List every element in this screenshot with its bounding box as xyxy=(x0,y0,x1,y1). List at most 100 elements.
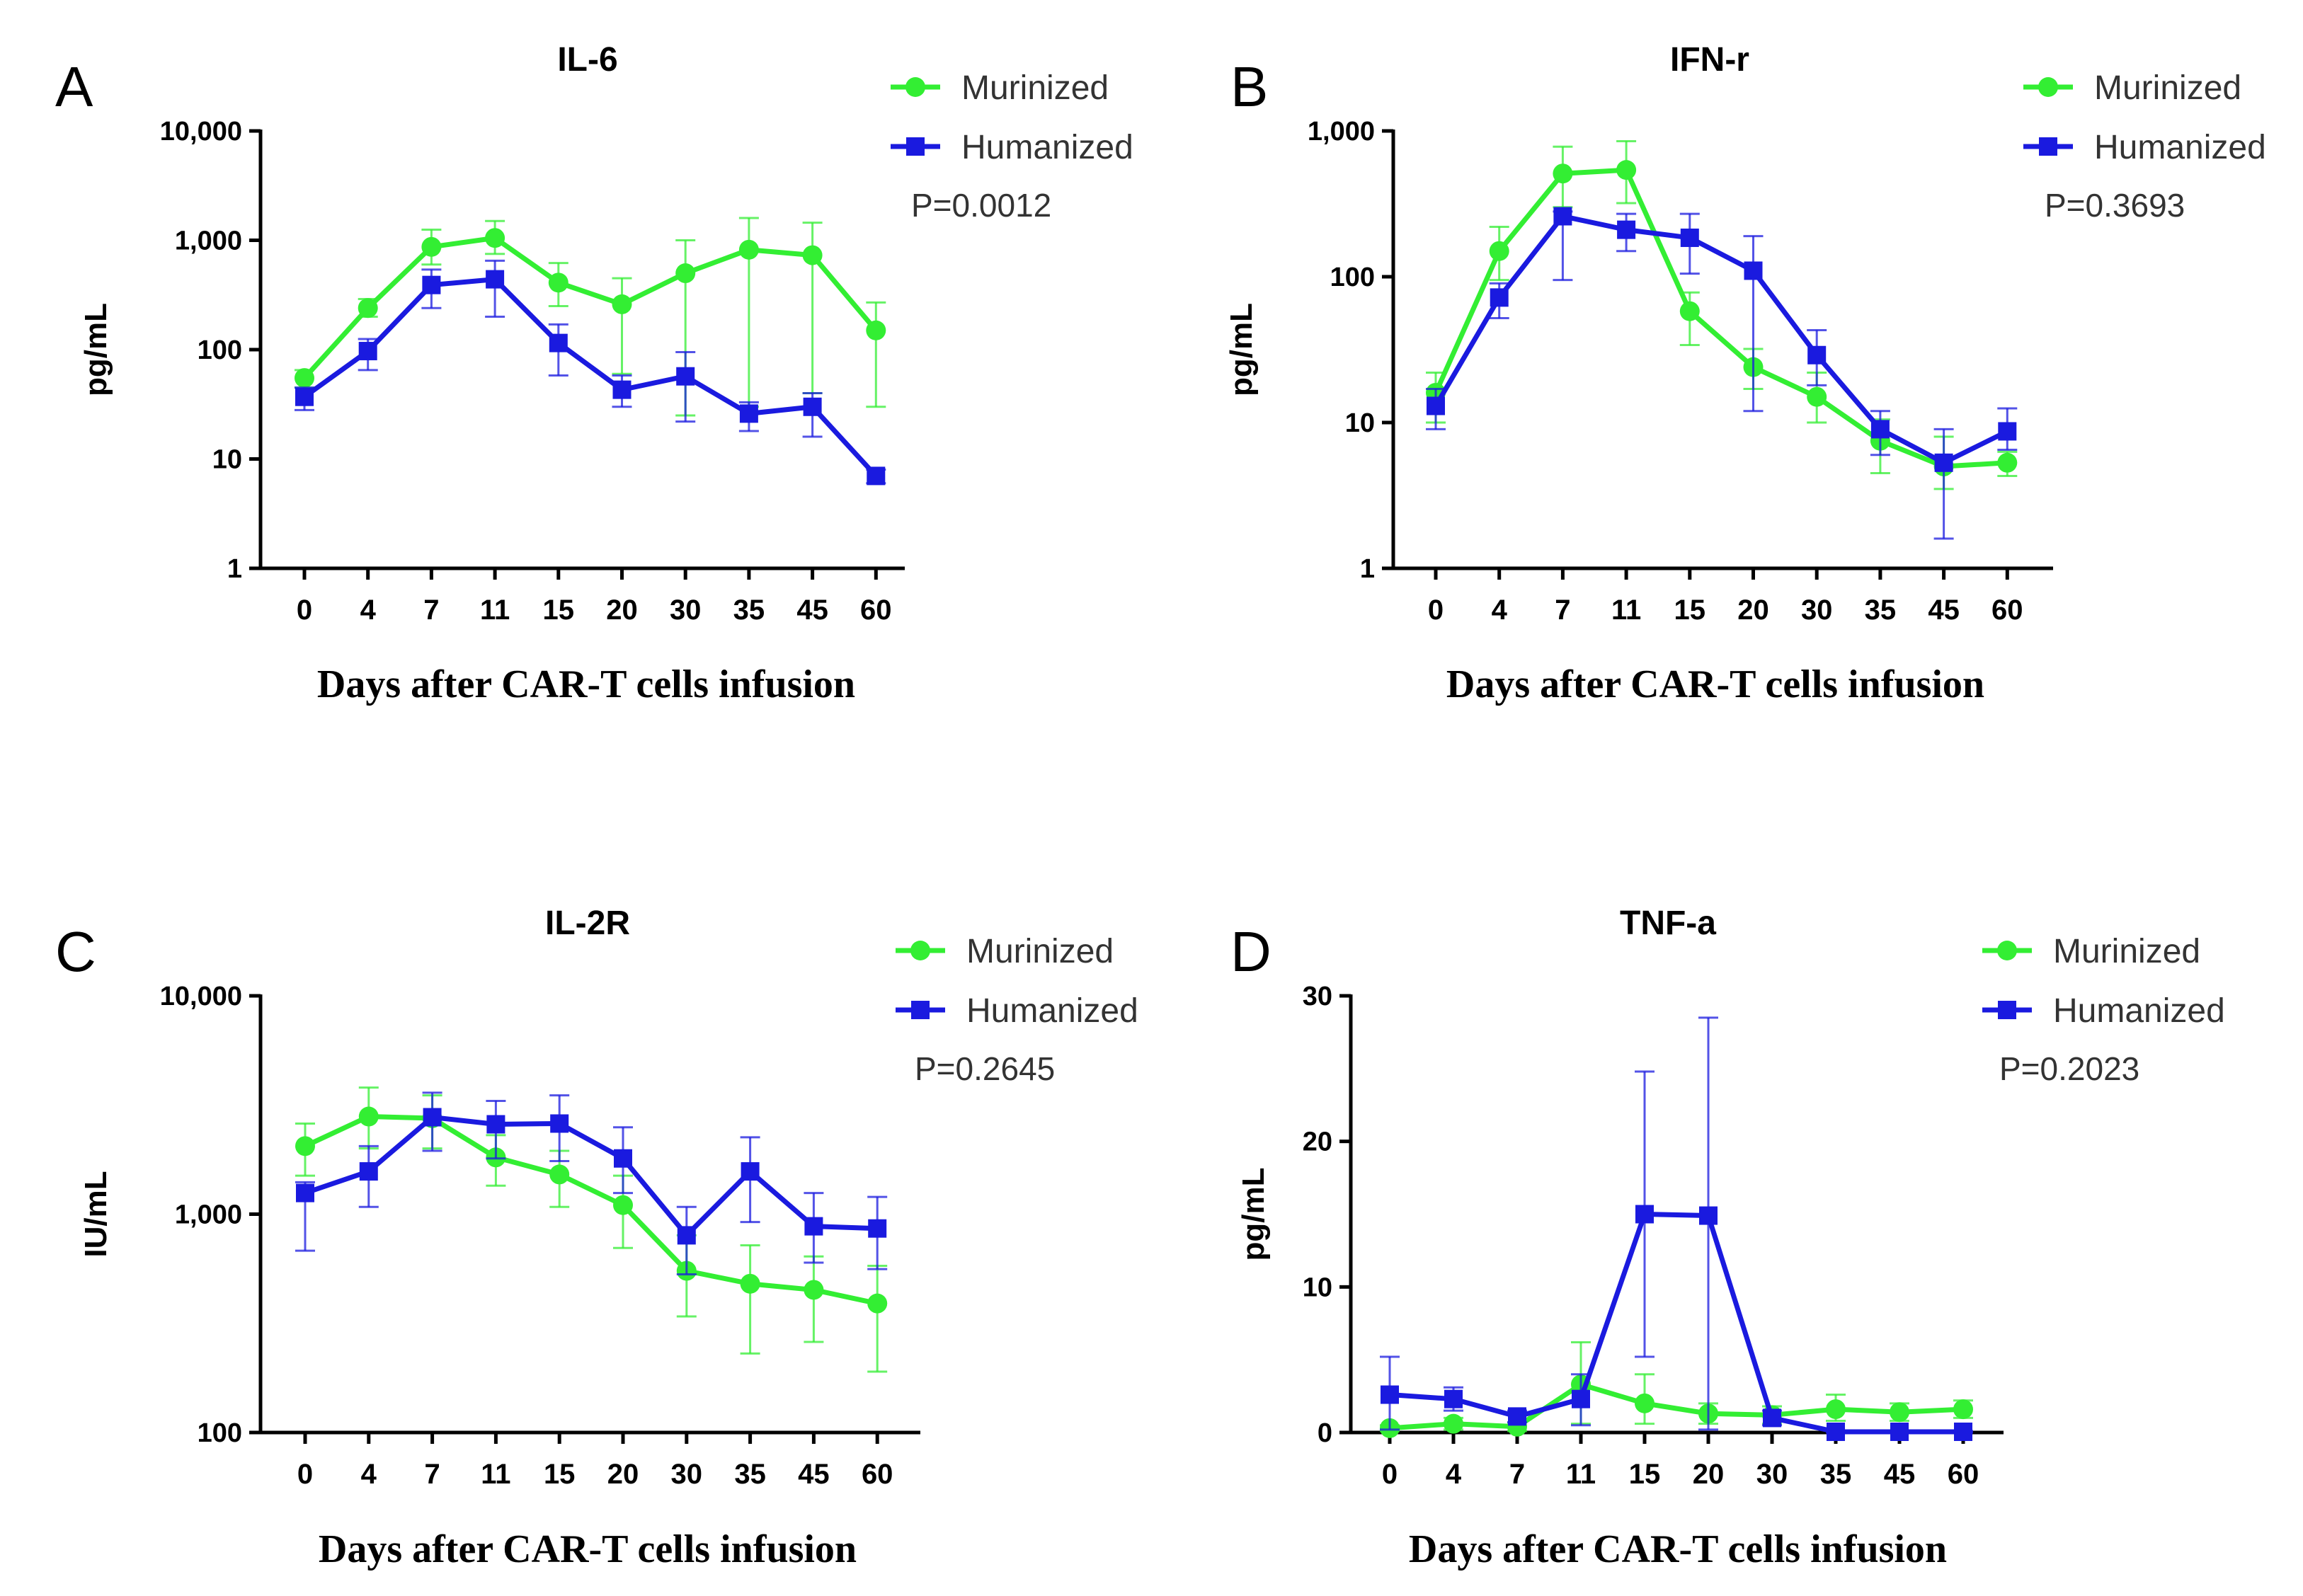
data-point xyxy=(1635,1393,1655,1413)
data-point xyxy=(1826,1399,1846,1420)
chart-title: TNF-a xyxy=(1620,905,1716,942)
data-point xyxy=(548,272,568,293)
legend-label: Humanized xyxy=(2094,129,2266,166)
x-tick-label: 45 xyxy=(798,1459,830,1490)
chart-title: IL-6 xyxy=(557,41,617,79)
data-point xyxy=(1953,1399,1973,1420)
y-axis-label: pg/mL xyxy=(79,303,113,396)
panel-d: D TNF-a 0 10 20 30 0 4 7 11 15 20 30 35 45 60 pg/mL Days … xyxy=(1230,905,2225,1571)
x-tick-label: 7 xyxy=(423,595,439,626)
y-tick-label: 20 xyxy=(1303,1127,1332,1157)
y-axis-label: pg/mL xyxy=(1224,303,1259,396)
chart-title: IFN-r xyxy=(1670,41,1749,79)
x-tick-label: 35 xyxy=(1820,1459,1852,1490)
data-point xyxy=(1427,396,1445,415)
panel-label: A xyxy=(55,55,93,118)
data-point xyxy=(1444,1389,1463,1408)
data-point xyxy=(614,1149,632,1168)
series-line xyxy=(1433,214,2008,466)
x-tick-label: 11 xyxy=(480,595,510,626)
y-axis-label: pg/mL xyxy=(1236,1168,1271,1261)
x-tick-label: 60 xyxy=(862,1459,893,1490)
panel-label: D xyxy=(1230,920,1271,983)
x-tick-label: 11 xyxy=(1611,595,1641,626)
data-point xyxy=(422,275,441,294)
y-axis-label: IU/mL xyxy=(79,1171,113,1257)
y-tick-label: 30 xyxy=(1303,982,1332,1011)
x-tick-label: 45 xyxy=(796,595,828,626)
panel-label: B xyxy=(1230,55,1268,118)
data-point xyxy=(1807,345,1827,364)
panel-label: C xyxy=(55,920,96,983)
x-tick-label: 35 xyxy=(1865,595,1897,626)
y-tick-label: 10,000 xyxy=(160,982,242,1011)
data-point xyxy=(1490,288,1509,307)
legend-label: Murinized xyxy=(2053,933,2200,970)
x-tick-label: 20 xyxy=(1693,1459,1725,1490)
series-line xyxy=(304,1114,878,1307)
data-point xyxy=(295,368,314,389)
series-line xyxy=(302,277,878,478)
x-tick-label: 15 xyxy=(1629,1459,1661,1490)
legend-marker xyxy=(905,77,925,97)
data-point xyxy=(1890,1422,1909,1441)
x-tick-label: 0 xyxy=(1428,595,1444,626)
data-point xyxy=(1635,1205,1654,1224)
data-point xyxy=(358,342,377,361)
data-point xyxy=(1680,228,1699,247)
x-tick-label: 4 xyxy=(1492,595,1508,626)
data-point xyxy=(1954,1422,1972,1441)
data-point xyxy=(867,1293,888,1314)
series-humanized xyxy=(1380,1016,1973,1441)
x-tick-label: 11 xyxy=(1566,1459,1596,1490)
y-tick-label: 10 xyxy=(1303,1273,1332,1302)
data-point xyxy=(486,1115,505,1134)
data-point xyxy=(295,1136,315,1156)
p-value-text: P=0.0012 xyxy=(911,187,1051,224)
x-tick-label: 0 xyxy=(297,595,312,626)
data-point xyxy=(867,466,886,486)
data-point xyxy=(550,1114,569,1133)
x-axis-label: Days after CAR-T cells infusion xyxy=(317,662,855,706)
data-point xyxy=(739,404,758,423)
series-line xyxy=(1389,1382,1964,1431)
data-point xyxy=(1381,1385,1399,1404)
data-point xyxy=(358,298,378,318)
x-tick-label: 45 xyxy=(1928,595,1960,626)
data-point xyxy=(1997,452,2018,473)
data-point xyxy=(741,1162,760,1181)
data-point xyxy=(1744,261,1763,280)
data-point xyxy=(485,228,505,248)
data-point xyxy=(1489,241,1509,261)
data-point xyxy=(1827,1422,1845,1441)
y-tick-label: 1,000 xyxy=(1308,117,1375,147)
data-point xyxy=(1890,1402,1909,1423)
data-point xyxy=(676,367,695,386)
legend-marker xyxy=(2039,137,2057,156)
x-tick-label: 60 xyxy=(860,595,892,626)
x-tick-label: 30 xyxy=(1801,595,1833,626)
legend-marker xyxy=(906,137,925,156)
data-point xyxy=(423,1108,442,1127)
series-humanized xyxy=(1426,207,2018,540)
y-tick-label: 100 xyxy=(198,335,242,365)
y-tick-label: 10 xyxy=(1345,408,1375,438)
data-point xyxy=(612,294,632,314)
x-tick-label: 15 xyxy=(1674,595,1706,626)
x-axis-label: Days after CAR-T cells infusion xyxy=(1409,1527,1947,1571)
data-point xyxy=(1553,163,1573,184)
series-murinized xyxy=(1380,1340,1973,1438)
data-point xyxy=(1553,207,1572,226)
panel-b: B IFN-r 1 10 100 1,000 0 4 7 11 15 20 30 35 45 60 pg/mL D… xyxy=(1224,41,2266,706)
legend-marker xyxy=(2038,77,2058,97)
data-point xyxy=(486,270,505,289)
data-point xyxy=(802,245,823,265)
x-tick-label: 0 xyxy=(297,1459,313,1490)
x-tick-label: 30 xyxy=(1756,1459,1788,1490)
x-tick-label: 20 xyxy=(606,595,638,626)
data-point xyxy=(804,1280,824,1300)
data-point xyxy=(866,320,886,340)
data-point xyxy=(421,236,442,257)
legend-label: Murinized xyxy=(2094,69,2241,107)
p-value-text: P=0.3693 xyxy=(2045,187,2185,224)
